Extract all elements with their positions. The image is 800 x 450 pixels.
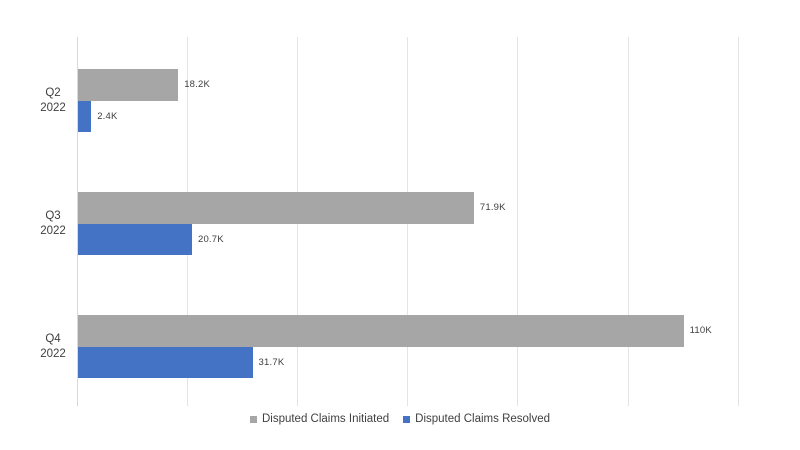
category-label-line: 2022 (40, 101, 66, 114)
category-label-line: 2022 (40, 224, 66, 237)
bar-initiated[interactable] (78, 69, 179, 101)
bar-initiated[interactable] (78, 315, 684, 347)
category-label-line: Q2 (45, 86, 61, 99)
legend-item-initiated[interactable]: Disputed Claims Initiated (249, 413, 390, 425)
legend: Disputed Claims Initiated Disputed Claims… (0, 413, 800, 425)
data-label: 110K (689, 325, 712, 336)
x-gridline (737, 37, 739, 406)
legend-label: Disputed Claims Initiated (261, 413, 390, 425)
x-gridline (517, 37, 519, 406)
data-label: 31.7K (258, 356, 285, 368)
legend-label: Disputed Claims Resolved (415, 413, 551, 425)
bar-resolved[interactable] (78, 100, 92, 132)
data-label: 2.4K (97, 110, 118, 122)
bar-initiated[interactable] (78, 192, 474, 224)
category-label: Q2 2022 (24, 86, 82, 116)
category-label-line: Q4 (45, 332, 61, 345)
data-label: 71.9K (479, 202, 506, 213)
category-label: Q4 2022 (24, 332, 82, 362)
data-label: 20.7K (197, 233, 224, 245)
legend-item-resolved[interactable]: Disputed Claims Resolved (403, 413, 550, 425)
bar-resolved[interactable] (78, 346, 253, 378)
bar-resolved[interactable] (78, 223, 192, 255)
legend-swatch-icon (249, 415, 257, 423)
data-label: 18.2K (184, 79, 211, 90)
category-label: Q3 2022 (24, 209, 82, 239)
category-label-line: 2022 (40, 347, 66, 360)
category-axis-line (77, 37, 78, 406)
x-gridline (627, 37, 629, 406)
category-label-line: Q3 (45, 209, 61, 222)
legend-swatch-icon (403, 415, 411, 423)
